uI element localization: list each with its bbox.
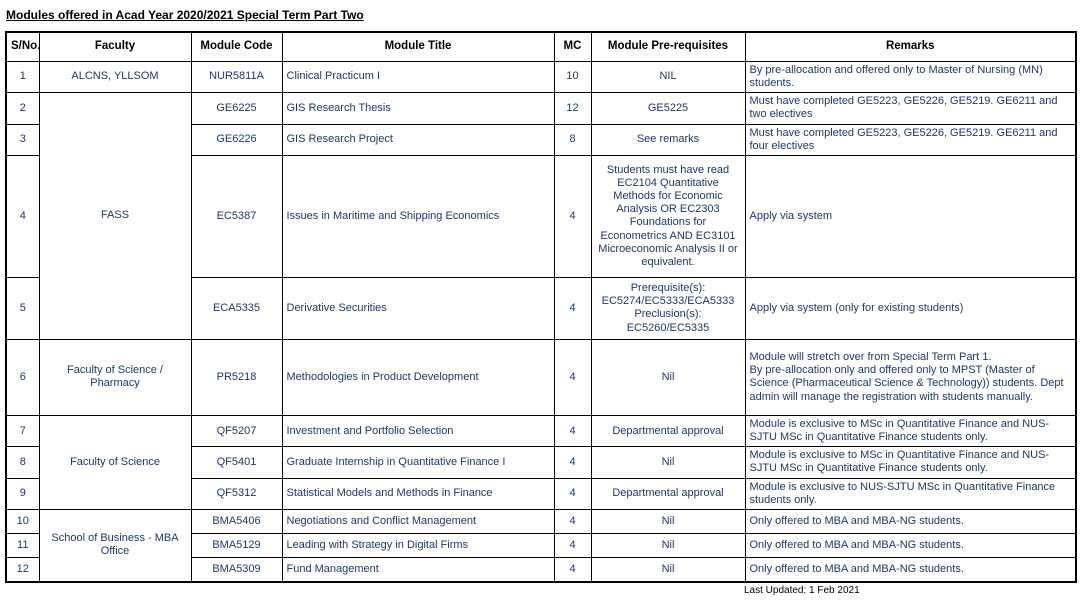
cell-remarks: Apply via system: [744, 154, 1077, 278]
table-row: 10 School of Business - MBA Office BMA54…: [5, 509, 1077, 583]
cell-module-code: NUR5811A: [190, 60, 283, 94]
table-row: 1 ALCNS, YLLSOM NUR5811A Clinical Practi…: [5, 60, 1077, 94]
cell-mc: 8: [553, 123, 592, 156]
cell-remarks: By pre-allocation and offered only to Ma…: [744, 60, 1077, 94]
cell-remarks: Must have completed GE5223, GE5226, GE52…: [744, 123, 1077, 156]
cell-module-title: Clinical Practicum I: [281, 60, 555, 94]
cell-sno: 3: [5, 123, 40, 156]
cell-module-code: BMA5406: [190, 509, 283, 535]
table-row: 4 EC5387 Issues in Maritime and Shipping…: [5, 154, 1077, 278]
cell-mc: 4: [553, 477, 592, 511]
col-header-module-title: Module Title: [281, 31, 555, 62]
col-header-remarks: Remarks: [744, 31, 1077, 62]
cell-sno: 4: [5, 154, 40, 278]
cell-module-code: GE6226: [190, 123, 283, 156]
cell-module-title: Leading with Strategy in Digital Firms: [281, 533, 555, 559]
cell-remarks: Module is exclusive to MSc in Quantitati…: [744, 414, 1077, 448]
col-header-sno: S/No.: [5, 31, 40, 62]
table-row: 9 QF5312 Statistical Models and Methods …: [5, 477, 1077, 511]
cell-module-code: BMA5129: [190, 533, 283, 559]
cell-module-code: QF5312: [190, 477, 283, 511]
table-row: 11 BMA5129 Leading with Strategy in Digi…: [5, 533, 1077, 559]
cell-module-code: GE6225: [190, 92, 283, 125]
cell-faculty: Faculty of Science: [38, 414, 192, 511]
cell-prereq: Nil: [590, 533, 746, 559]
page-title: Modules offered in Acad Year 2020/2021 S…: [6, 8, 364, 22]
col-header-module-code: Module Code: [190, 31, 283, 62]
cell-remarks: Only offered to MBA and MBA-NG students.: [744, 533, 1077, 559]
cell-remarks: Module is exclusive to MSc in Quantitati…: [744, 446, 1077, 479]
cell-sno: 8: [5, 446, 40, 479]
cell-prereq: Departmental approval: [590, 414, 746, 448]
cell-module-title: Investment and Portfolio Selection: [281, 414, 555, 448]
modules-table: S/No. Faculty Module Code Module Title M…: [5, 31, 1077, 583]
table-row: 6 Faculty of Science / Pharmacy PR5218 M…: [5, 338, 1077, 416]
cell-sno: 7: [5, 414, 40, 448]
cell-mc: 4: [553, 154, 592, 278]
col-header-prerequisites: Module Pre-requisites: [590, 31, 746, 62]
last-updated: Last Updated: 1 Feb 2021: [744, 584, 860, 596]
cell-prereq: NIL: [590, 60, 746, 94]
cell-mc: 4: [553, 338, 592, 416]
cell-remarks: Module is exclusive to NUS-SJTU MSc in Q…: [744, 477, 1077, 511]
cell-mc: 12: [553, 92, 592, 125]
cell-sno: 11: [5, 533, 40, 559]
cell-module-title: Negotiations and Conflict Management: [281, 509, 555, 535]
cell-remarks: Module will stretch over from Special Te…: [744, 338, 1077, 416]
cell-mc: 4: [553, 446, 592, 479]
cell-module-title: Statistical Models and Methods in Financ…: [281, 477, 555, 511]
cell-module-code: QF5401: [190, 446, 283, 479]
cell-module-title: Methodologies in Product Development: [281, 338, 555, 416]
cell-sno: 2: [5, 92, 40, 125]
col-header-mc: MC: [553, 31, 592, 62]
cell-sno: 10: [5, 509, 40, 535]
cell-module-code: ECA5335: [190, 276, 283, 340]
cell-prereq: Prerequisite(s): EC5274/EC5333/ECA5333 P…: [590, 276, 746, 340]
cell-sno: 1: [5, 60, 40, 94]
cell-prereq: Nil: [590, 509, 746, 535]
cell-remarks: Must have completed GE5223, GE5226, GE52…: [744, 92, 1077, 125]
cell-faculty: FASS: [38, 92, 192, 340]
table-row: 2 FASS GE6225 GIS Research Thesis 12 GE5…: [5, 92, 1077, 340]
cell-faculty: Faculty of Science / Pharmacy: [38, 338, 192, 416]
cell-prereq: Nil: [590, 338, 746, 416]
cell-prereq: See remarks: [590, 123, 746, 156]
cell-sno: 12: [5, 557, 40, 583]
cell-module-title: Fund Management: [281, 557, 555, 583]
cell-mc: 4: [553, 414, 592, 448]
cell-mc: 10: [553, 60, 592, 94]
cell-prereq: Departmental approval: [590, 477, 746, 511]
cell-module-title: GIS Research Project: [281, 123, 555, 156]
cell-sno: 6: [5, 338, 40, 416]
cell-prereq: Students must have read EC2104 Quantitat…: [590, 154, 746, 278]
cell-module-title: GIS Research Thesis: [281, 92, 555, 125]
col-header-faculty: Faculty: [38, 31, 192, 62]
table-row: 3 GE6226 GIS Research Project 8 See rema…: [5, 123, 1077, 156]
cell-mc: 4: [553, 533, 592, 559]
header-row: S/No. Faculty Module Code Module Title M…: [5, 31, 1077, 62]
cell-prereq: Nil: [590, 446, 746, 479]
cell-module-title: Derivative Securities: [281, 276, 555, 340]
cell-faculty: ALCNS, YLLSOM: [38, 60, 192, 94]
cell-module-code: EC5387: [190, 154, 283, 278]
cell-module-title: Issues in Maritime and Shipping Economic…: [281, 154, 555, 278]
cell-module-code: QF5207: [190, 414, 283, 448]
table-row: 7 Faculty of Science QF5207 Investment a…: [5, 414, 1077, 511]
table-row: 12 BMA5309 Fund Management 4 Nil Only of…: [5, 557, 1077, 583]
cell-mc: 4: [553, 557, 592, 583]
cell-faculty: School of Business - MBA Office: [38, 509, 192, 583]
cell-module-code: PR5218: [190, 338, 283, 416]
cell-sno: 9: [5, 477, 40, 511]
cell-sno: 5: [5, 276, 40, 340]
cell-prereq: GE5225: [590, 92, 746, 125]
cell-mc: 4: [553, 509, 592, 535]
cell-mc: 4: [553, 276, 592, 340]
cell-prereq: Nil: [590, 557, 746, 583]
cell-module-title: Graduate Internship in Quantitative Fina…: [281, 446, 555, 479]
cell-remarks: Only offered to MBA and MBA-NG students.: [744, 557, 1077, 583]
cell-module-code: BMA5309: [190, 557, 283, 583]
cell-remarks: Only offered to MBA and MBA-NG students.: [744, 509, 1077, 535]
cell-remarks: Apply via system (only for existing stud…: [744, 276, 1077, 340]
